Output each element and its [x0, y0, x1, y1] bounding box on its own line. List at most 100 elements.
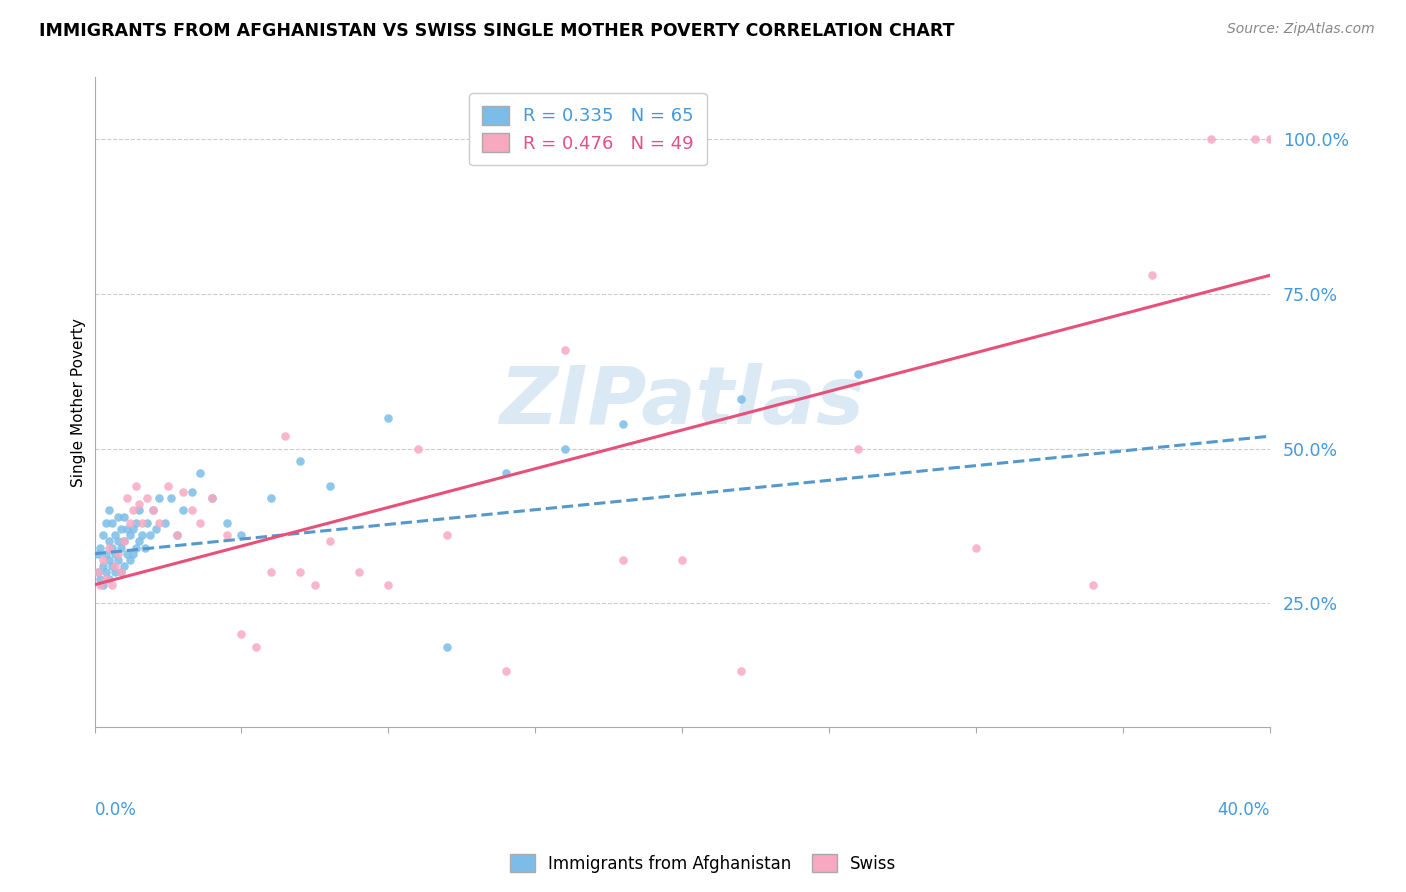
Point	[128, 497, 150, 511]
Point	[436, 528, 458, 542]
Point	[96, 516, 118, 530]
Point	[145, 522, 167, 536]
Point	[188, 516, 211, 530]
Point	[172, 484, 194, 499]
Point	[730, 665, 752, 679]
Point	[115, 547, 138, 561]
Text: Source: ZipAtlas.com: Source: ZipAtlas.com	[1227, 22, 1375, 37]
Point	[1199, 132, 1222, 146]
Point	[290, 566, 312, 580]
Point	[125, 479, 148, 493]
Point	[142, 503, 165, 517]
Point	[115, 522, 138, 536]
Point	[104, 559, 127, 574]
Point	[166, 528, 188, 542]
Point	[134, 541, 156, 555]
Point	[188, 467, 211, 481]
Text: 40.0%: 40.0%	[1218, 801, 1270, 819]
Legend: Immigrants from Afghanistan, Swiss: Immigrants from Afghanistan, Swiss	[503, 847, 903, 880]
Point	[318, 534, 340, 549]
Y-axis label: Single Mother Poverty: Single Mother Poverty	[72, 318, 86, 487]
Point	[98, 572, 121, 586]
Point	[406, 442, 429, 456]
Point	[86, 566, 108, 580]
Point	[304, 577, 326, 591]
Point	[180, 503, 202, 517]
Point	[1243, 132, 1265, 146]
Point	[101, 541, 124, 555]
Point	[1258, 132, 1281, 146]
Point	[89, 572, 111, 586]
Point	[110, 566, 132, 580]
Point	[115, 491, 138, 505]
Point	[131, 528, 153, 542]
Point	[89, 541, 111, 555]
Point	[139, 528, 162, 542]
Point	[377, 577, 399, 591]
Point	[128, 503, 150, 517]
Point	[125, 516, 148, 530]
Point	[965, 541, 987, 555]
Point	[180, 484, 202, 499]
Text: ZIPatlas: ZIPatlas	[499, 363, 865, 442]
Point	[93, 553, 115, 567]
Point	[142, 503, 165, 517]
Point	[215, 516, 238, 530]
Point	[318, 479, 340, 493]
Point	[153, 516, 176, 530]
Point	[612, 417, 634, 431]
Point	[93, 528, 115, 542]
Point	[101, 559, 124, 574]
Point	[93, 577, 115, 591]
Point	[104, 566, 127, 580]
Point	[260, 566, 283, 580]
Point	[118, 516, 141, 530]
Point	[148, 491, 170, 505]
Point	[107, 547, 129, 561]
Point	[107, 509, 129, 524]
Point	[112, 509, 135, 524]
Point	[136, 491, 159, 505]
Point	[128, 534, 150, 549]
Point	[215, 528, 238, 542]
Point	[98, 553, 121, 567]
Point	[118, 528, 141, 542]
Legend: R = 0.335   N = 65, R = 0.476   N = 49: R = 0.335 N = 65, R = 0.476 N = 49	[470, 93, 707, 165]
Point	[347, 566, 370, 580]
Point	[156, 479, 179, 493]
Point	[377, 410, 399, 425]
Point	[98, 541, 121, 555]
Point	[612, 553, 634, 567]
Point	[495, 467, 517, 481]
Point	[93, 559, 115, 574]
Point	[110, 522, 132, 536]
Point	[96, 566, 118, 580]
Point	[846, 368, 869, 382]
Point	[98, 534, 121, 549]
Point	[290, 454, 312, 468]
Point	[1083, 577, 1105, 591]
Point	[1140, 268, 1163, 283]
Point	[260, 491, 283, 505]
Text: 0.0%: 0.0%	[94, 801, 136, 819]
Point	[172, 503, 194, 517]
Point	[112, 534, 135, 549]
Point	[554, 343, 576, 357]
Point	[730, 392, 752, 406]
Point	[107, 534, 129, 549]
Point	[148, 516, 170, 530]
Point	[201, 491, 224, 505]
Point	[118, 553, 141, 567]
Point	[160, 491, 183, 505]
Point	[274, 429, 297, 443]
Point	[121, 503, 143, 517]
Point	[110, 541, 132, 555]
Point	[231, 528, 253, 542]
Point	[125, 541, 148, 555]
Point	[136, 516, 159, 530]
Point	[112, 534, 135, 549]
Point	[554, 442, 576, 456]
Point	[121, 547, 143, 561]
Point	[101, 577, 124, 591]
Point	[166, 528, 188, 542]
